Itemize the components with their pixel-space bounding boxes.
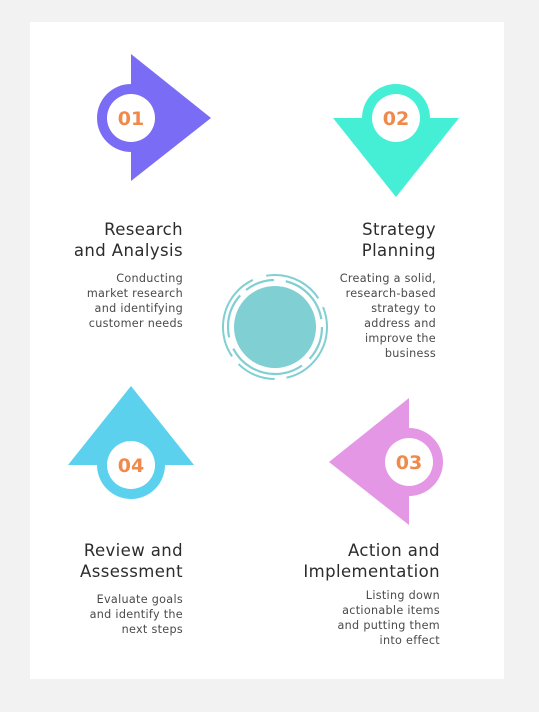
step-02-badge: 02 [333, 84, 459, 197]
center-cycle-icon [222, 274, 328, 380]
step-04-number: 04 [118, 455, 144, 477]
step-01-title: Research and Analysis [73, 220, 183, 260]
center-disc [234, 286, 316, 368]
step-04-description: Evaluate goals and identify the next ste… [89, 593, 183, 636]
step-03-badge: 03 [329, 398, 443, 525]
step-03-title: Action and Implementation [303, 541, 440, 581]
triangle-down-icon [333, 118, 459, 197]
step-04-title: Review and Assessment [80, 541, 183, 581]
step-01-number: 01 [118, 108, 144, 130]
step-01-badge: 01 [97, 54, 211, 181]
step-04-badge: 04 [68, 386, 194, 499]
triangle-right-icon [131, 54, 211, 181]
step-02-description: Creating a solid, research-based strateg… [339, 272, 436, 360]
step-02-number: 02 [383, 108, 409, 130]
step-01-description: Conducting market research and identifyi… [86, 272, 183, 330]
step-03-number: 03 [396, 452, 422, 474]
step-03-description: Listing down actionable items and puttin… [337, 589, 440, 647]
triangle-left-icon [329, 398, 409, 525]
step-02-title: Strategy Planning [361, 220, 436, 260]
triangle-up-icon [68, 386, 194, 465]
